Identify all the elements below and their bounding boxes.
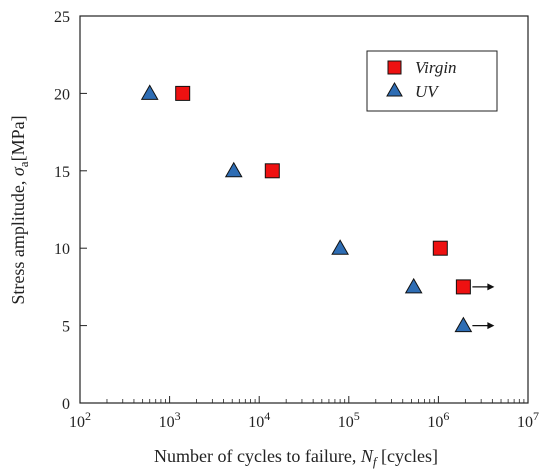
plot-area-frame <box>79 15 529 404</box>
y-tick-label: 20 <box>54 86 70 103</box>
virgin-point <box>455 279 471 295</box>
x-tick-label: 102 <box>69 409 91 431</box>
uv-point <box>140 84 159 100</box>
x-tick-label: 105 <box>338 409 360 431</box>
virgin-point <box>264 163 280 179</box>
y-tick-label: 15 <box>54 164 70 181</box>
uv-point <box>454 316 473 333</box>
x-axis-title: Number of cycles to failure, Nf [cycles] <box>154 446 438 469</box>
x-tick-label: 103 <box>159 409 181 431</box>
axis-ticks: 102 103 104 105 106 107 0 5 10 15 20 25 <box>54 9 539 431</box>
y-tick-label: 10 <box>54 241 70 258</box>
virgin-point <box>432 240 448 256</box>
x-tick-label: 107 <box>517 409 539 431</box>
legend-uv-marker <box>386 81 403 97</box>
data-marks <box>140 84 495 333</box>
uv-point <box>331 239 349 255</box>
legend: Virgin UV <box>366 50 498 112</box>
y-axis-title: Stress amplitude, σa[MPa] <box>8 115 31 304</box>
uv-point <box>224 161 243 178</box>
y-tick-label: 0 <box>62 396 70 413</box>
x-tick-label: 104 <box>248 409 270 431</box>
uv-point <box>404 277 423 294</box>
runout-arrowhead <box>487 283 495 291</box>
y-tick-label: 5 <box>62 319 70 336</box>
runout-arrowhead <box>487 322 495 330</box>
legend-uv-label: UV <box>415 82 440 101</box>
legend-virgin-marker <box>387 60 402 75</box>
virgin-point <box>175 85 191 101</box>
legend-virgin-label: Virgin <box>415 58 457 77</box>
x-tick-label: 106 <box>427 409 449 431</box>
y-tick-label: 25 <box>54 9 70 26</box>
